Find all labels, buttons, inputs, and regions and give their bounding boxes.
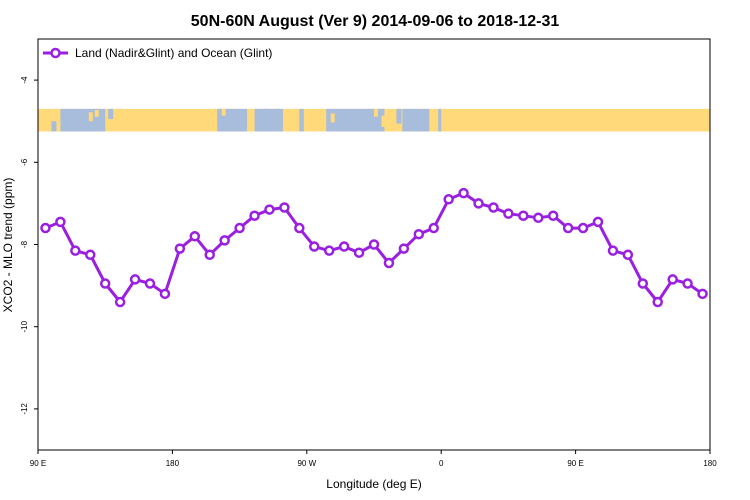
data-point <box>309 241 320 252</box>
data-point <box>413 228 425 240</box>
x-tick-label: 90 E <box>30 459 46 468</box>
legend: Land (Nadir&Glint) and Ocean (Glint) <box>43 46 272 60</box>
data-point <box>114 296 126 308</box>
x-axis: 90 E 180 90 W 0 90 E 180 <box>30 450 717 468</box>
map-island <box>374 108 378 117</box>
data-point <box>518 210 529 221</box>
map-ocean-region <box>438 108 442 132</box>
y-tick-label: -4 <box>20 76 29 84</box>
y-tick-label: -10 <box>20 320 29 332</box>
x-tick-label: 180 <box>166 459 180 468</box>
x-tick-label: 180 <box>703 459 717 468</box>
y-tick-label: -8 <box>20 240 29 248</box>
data-point <box>85 249 96 261</box>
data-point <box>70 245 81 256</box>
map-inlet <box>418 121 424 132</box>
data-point <box>697 288 708 300</box>
data-point <box>682 278 693 289</box>
map-island <box>88 112 93 122</box>
data-point <box>592 216 604 228</box>
map-inlet <box>51 121 57 132</box>
y-axis: -4 -6 -8 -10 -12 <box>20 76 38 415</box>
map-ocean-region <box>299 108 304 132</box>
data-point <box>338 241 350 252</box>
data-point <box>637 278 649 289</box>
data-point <box>264 204 275 215</box>
map-inlet <box>275 108 281 121</box>
data-point <box>219 235 230 246</box>
data-point <box>652 296 663 308</box>
data-point <box>40 222 51 234</box>
data-point <box>129 274 141 285</box>
data-point <box>473 198 484 209</box>
map-island <box>221 108 226 116</box>
map-ocean-region <box>402 108 430 132</box>
data-point <box>55 216 66 228</box>
map-inlet <box>396 108 402 124</box>
x-tick-label: 90 W <box>297 459 316 468</box>
data-point <box>533 212 544 224</box>
data-point <box>622 249 634 261</box>
series-land-ocean <box>40 187 708 308</box>
data-point <box>368 239 380 250</box>
data-point <box>383 257 395 269</box>
data-point <box>323 245 335 256</box>
data-point <box>428 222 439 234</box>
legend-marker <box>50 47 61 59</box>
data-point <box>234 222 245 234</box>
data-point <box>562 222 574 234</box>
y-axis-label: XCO2 - MLO trend (ppm) <box>1 178 15 313</box>
data-point <box>249 210 260 221</box>
x-axis-label: Longitude (deg E) <box>326 477 421 491</box>
data-point <box>353 247 365 258</box>
data-point <box>189 231 201 242</box>
data-point <box>99 278 111 289</box>
map-island <box>381 115 386 127</box>
data-point <box>667 274 678 285</box>
map-ocean-region <box>60 108 106 132</box>
map-island <box>330 113 335 123</box>
x-tick-label: 90 E <box>567 459 583 468</box>
legend-label: Land (Nadir&Glint) and Ocean (Glint) <box>75 46 272 60</box>
data-point <box>503 208 514 219</box>
data-point <box>174 243 186 254</box>
data-point <box>458 187 469 199</box>
world-map-strip <box>38 108 710 132</box>
data-point <box>279 202 290 213</box>
map-ocean-region <box>326 108 385 132</box>
data-point <box>443 194 454 205</box>
data-point <box>204 249 215 261</box>
map-inlet <box>263 108 269 123</box>
y-tick-label: -12 <box>20 403 29 415</box>
y-tick-label: -6 <box>20 158 29 166</box>
data-point <box>488 202 499 213</box>
chart-title: 50N-60N August (Ver 9) 2014-09-06 to 201… <box>191 13 560 30</box>
data-point <box>398 243 410 254</box>
map-inlet <box>108 108 114 120</box>
data-point <box>547 210 559 221</box>
x-tick-label: 0 <box>439 459 444 468</box>
data-point <box>144 278 156 289</box>
data-point <box>294 222 305 234</box>
data-point <box>607 245 619 256</box>
map-island <box>94 110 99 117</box>
data-point <box>159 288 171 300</box>
data-point <box>577 222 589 234</box>
